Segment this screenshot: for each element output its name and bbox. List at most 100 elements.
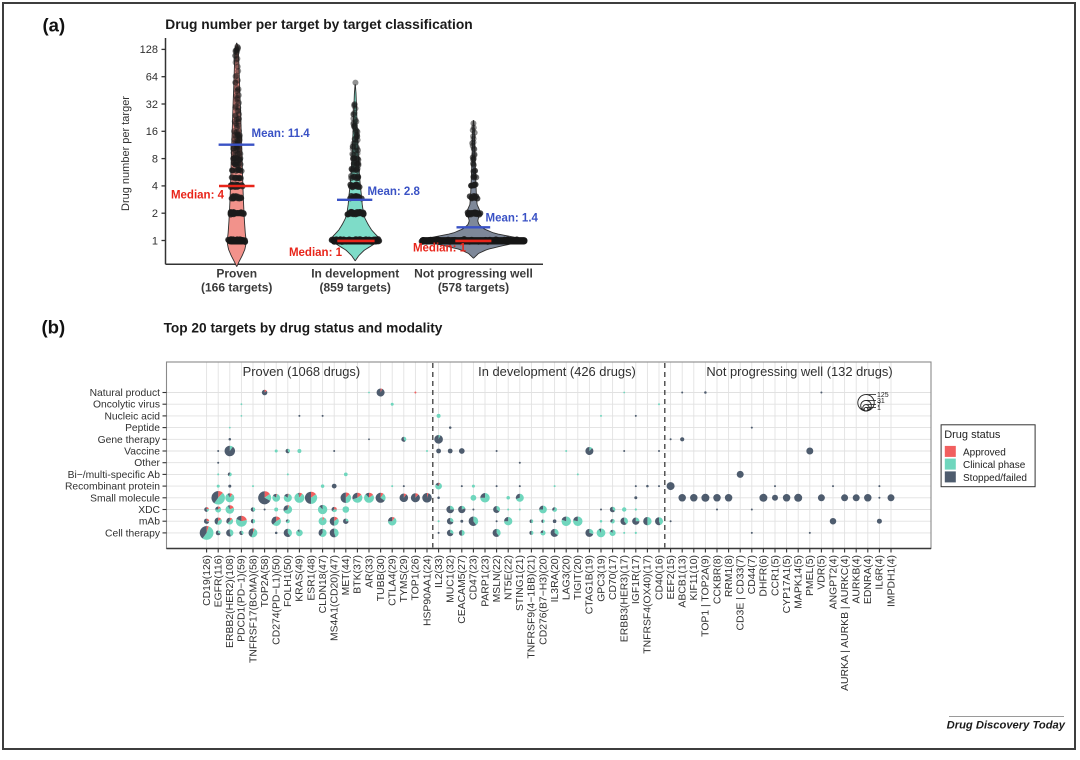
svg-text:XDC: XDC bbox=[138, 505, 160, 516]
svg-text:VDR(5): VDR(5) bbox=[817, 555, 828, 590]
svg-text:ABCB1(13): ABCB1(13) bbox=[678, 555, 689, 608]
svg-text:PMEL(5): PMEL(5) bbox=[805, 555, 816, 596]
svg-text:IL2(33): IL2(33) bbox=[434, 555, 445, 588]
svg-text:8: 8 bbox=[152, 153, 158, 165]
svg-text:EGFR(116): EGFR(116) bbox=[214, 555, 225, 607]
svg-text:EEF2(15): EEF2(15) bbox=[666, 555, 677, 599]
svg-text:CD40(16): CD40(16) bbox=[654, 555, 665, 600]
svg-text:Approved: Approved bbox=[963, 448, 1006, 459]
svg-text:1: 1 bbox=[152, 235, 158, 247]
svg-text:MAPK14(5): MAPK14(5) bbox=[794, 555, 805, 609]
svg-text:Not progressing well (132 drug: Not progressing well (132 drugs) bbox=[706, 364, 892, 379]
svg-text:MUC1(32): MUC1(32) bbox=[446, 555, 457, 603]
svg-text:31: 31 bbox=[877, 398, 885, 405]
svg-text:PARP1(23): PARP1(23) bbox=[480, 555, 491, 607]
svg-text:AURKA | AURKB | AURKC(4): AURKA | AURKB | AURKC(4) bbox=[840, 555, 851, 691]
svg-text:Vaccine: Vaccine bbox=[124, 447, 160, 458]
svg-text:PDCD1(PD−1)(59): PDCD1(PD−1)(59) bbox=[237, 555, 248, 642]
svg-text:2: 2 bbox=[152, 208, 158, 220]
svg-text:Median: 1: Median: 1 bbox=[289, 247, 343, 259]
svg-text:Drug Discovery Today: Drug Discovery Today bbox=[947, 720, 1066, 732]
svg-text:TNFRSF4(OX40)(17): TNFRSF4(OX40)(17) bbox=[643, 555, 654, 654]
svg-text:STING1(21): STING1(21) bbox=[515, 555, 526, 611]
svg-text:FOLH1(50): FOLH1(50) bbox=[283, 555, 294, 607]
svg-text:ANGPT2(4): ANGPT2(4) bbox=[828, 555, 839, 609]
svg-text:TOP1 | TOP2A(9): TOP1 | TOP2A(9) bbox=[701, 555, 712, 637]
svg-text:TIGIT(20): TIGIT(20) bbox=[573, 555, 584, 600]
svg-text:(578 targets): (578 targets) bbox=[438, 281, 509, 295]
svg-text:IGF1R(17): IGF1R(17) bbox=[631, 555, 642, 604]
svg-text:CCKBR(8): CCKBR(8) bbox=[712, 555, 723, 604]
svg-text:CD19(126): CD19(126) bbox=[202, 555, 213, 606]
svg-text:Mean: 1.4: Mean: 1.4 bbox=[486, 213, 539, 225]
svg-text:Proven (1068 drugs): Proven (1068 drugs) bbox=[243, 364, 361, 379]
svg-text:GPC3(19): GPC3(19) bbox=[596, 555, 607, 602]
svg-text:(a): (a) bbox=[43, 15, 66, 36]
svg-text:Top 20 targets by drug status: Top 20 targets by drug status and modali… bbox=[164, 321, 443, 336]
svg-text:DHFR(6): DHFR(6) bbox=[759, 555, 770, 597]
svg-text:mAb: mAb bbox=[139, 517, 160, 528]
svg-text:IL3RA(20): IL3RA(20) bbox=[550, 555, 561, 602]
svg-text:Recombinant protein: Recombinant protein bbox=[65, 482, 160, 493]
svg-text:Mean: 2.8: Mean: 2.8 bbox=[368, 186, 421, 198]
svg-text:CD44(7): CD44(7) bbox=[747, 555, 758, 594]
svg-text:16: 16 bbox=[146, 126, 158, 138]
svg-text:Stopped/failed: Stopped/failed bbox=[963, 473, 1027, 484]
svg-text:Gene therapy: Gene therapy bbox=[98, 435, 161, 446]
svg-text:CD47(23): CD47(23) bbox=[469, 555, 480, 600]
svg-text:BTK(37): BTK(37) bbox=[353, 555, 364, 594]
svg-text:CTLA4(29): CTLA4(29) bbox=[388, 555, 399, 606]
svg-text:Not progressing well: Not progressing well bbox=[414, 267, 533, 281]
svg-text:TYMS(29): TYMS(29) bbox=[399, 555, 410, 602]
svg-text:(166 targets): (166 targets) bbox=[201, 281, 272, 295]
svg-text:128: 128 bbox=[140, 44, 158, 56]
svg-text:CLDN18(47): CLDN18(47) bbox=[318, 555, 329, 613]
svg-text:In development (426 drugs): In development (426 drugs) bbox=[478, 364, 636, 379]
svg-text:AR(33): AR(33) bbox=[364, 555, 375, 588]
svg-text:LAG3(20): LAG3(20) bbox=[562, 555, 573, 600]
svg-text:32: 32 bbox=[146, 99, 158, 111]
svg-text:HSP90AA1(24): HSP90AA1(24) bbox=[422, 555, 433, 626]
svg-text:MS4A1(CD20)(47): MS4A1(CD20)(47) bbox=[330, 555, 341, 641]
svg-text:Natural product: Natural product bbox=[90, 388, 161, 399]
svg-text:CTAG1B(19): CTAG1B(19) bbox=[585, 555, 596, 614]
svg-text:Drug number per targer: Drug number per targer bbox=[120, 96, 132, 211]
svg-text:Mean: 11.4: Mean: 11.4 bbox=[252, 128, 311, 140]
svg-text:64: 64 bbox=[146, 72, 158, 84]
svg-text:KRAS(49): KRAS(49) bbox=[295, 555, 306, 602]
svg-text:7: 7 bbox=[877, 402, 881, 409]
svg-text:TNFRSF9(4−1BB)(21): TNFRSF9(4−1BB)(21) bbox=[527, 555, 538, 659]
svg-text:Peptide: Peptide bbox=[125, 423, 160, 434]
svg-text:RRM1(8): RRM1(8) bbox=[724, 555, 735, 597]
svg-text:TUBB(30): TUBB(30) bbox=[376, 555, 387, 601]
svg-text:ERBB2(HER2)(108): ERBB2(HER2)(108) bbox=[225, 555, 236, 648]
svg-text:CD276(B7−H3)(20): CD276(B7−H3)(20) bbox=[538, 555, 549, 645]
svg-text:ERBB3(HER3)(17): ERBB3(HER3)(17) bbox=[620, 555, 631, 642]
svg-text:Other: Other bbox=[134, 458, 160, 469]
svg-text:IMPDH1(4): IMPDH1(4) bbox=[886, 555, 897, 607]
svg-text:IL6R(4): IL6R(4) bbox=[875, 555, 886, 590]
svg-text:MSLN(22): MSLN(22) bbox=[492, 555, 503, 602]
svg-text:TOP1(26): TOP1(26) bbox=[411, 555, 422, 600]
svg-text:EDNRA(4): EDNRA(4) bbox=[863, 555, 874, 604]
svg-text:TOP2A(58): TOP2A(58) bbox=[260, 555, 271, 607]
svg-text:Median: 1: Median: 1 bbox=[413, 243, 467, 255]
svg-text:Small molecule: Small molecule bbox=[90, 493, 160, 504]
svg-text:CD70(17): CD70(17) bbox=[608, 555, 619, 600]
svg-text:4: 4 bbox=[152, 181, 158, 193]
svg-text:CD3E | CD33(7): CD3E | CD33(7) bbox=[736, 555, 747, 630]
svg-text:(859 targets): (859 targets) bbox=[320, 281, 391, 295]
svg-text:NT5E(22): NT5E(22) bbox=[504, 555, 515, 600]
svg-text:Oncolytic virus: Oncolytic virus bbox=[93, 400, 160, 411]
svg-text:125: 125 bbox=[877, 392, 889, 399]
svg-text:Proven: Proven bbox=[216, 267, 257, 281]
svg-text:Bi−/multi-specific Ab: Bi−/multi-specific Ab bbox=[68, 470, 161, 481]
svg-text:ESR1(48): ESR1(48) bbox=[306, 555, 317, 601]
svg-text:TNFRSF17(BCMA)(58): TNFRSF17(BCMA)(58) bbox=[248, 555, 259, 663]
svg-text:CD274(PD−L1)(50): CD274(PD−L1)(50) bbox=[272, 555, 283, 645]
svg-text:1: 1 bbox=[877, 405, 881, 412]
svg-text:MET(44): MET(44) bbox=[341, 555, 352, 595]
svg-text:CEACAM5(27): CEACAM5(27) bbox=[457, 555, 468, 624]
svg-text:Drug number per target by targ: Drug number per target by target classif… bbox=[165, 17, 472, 32]
svg-text:AURKB(4): AURKB(4) bbox=[852, 555, 863, 604]
